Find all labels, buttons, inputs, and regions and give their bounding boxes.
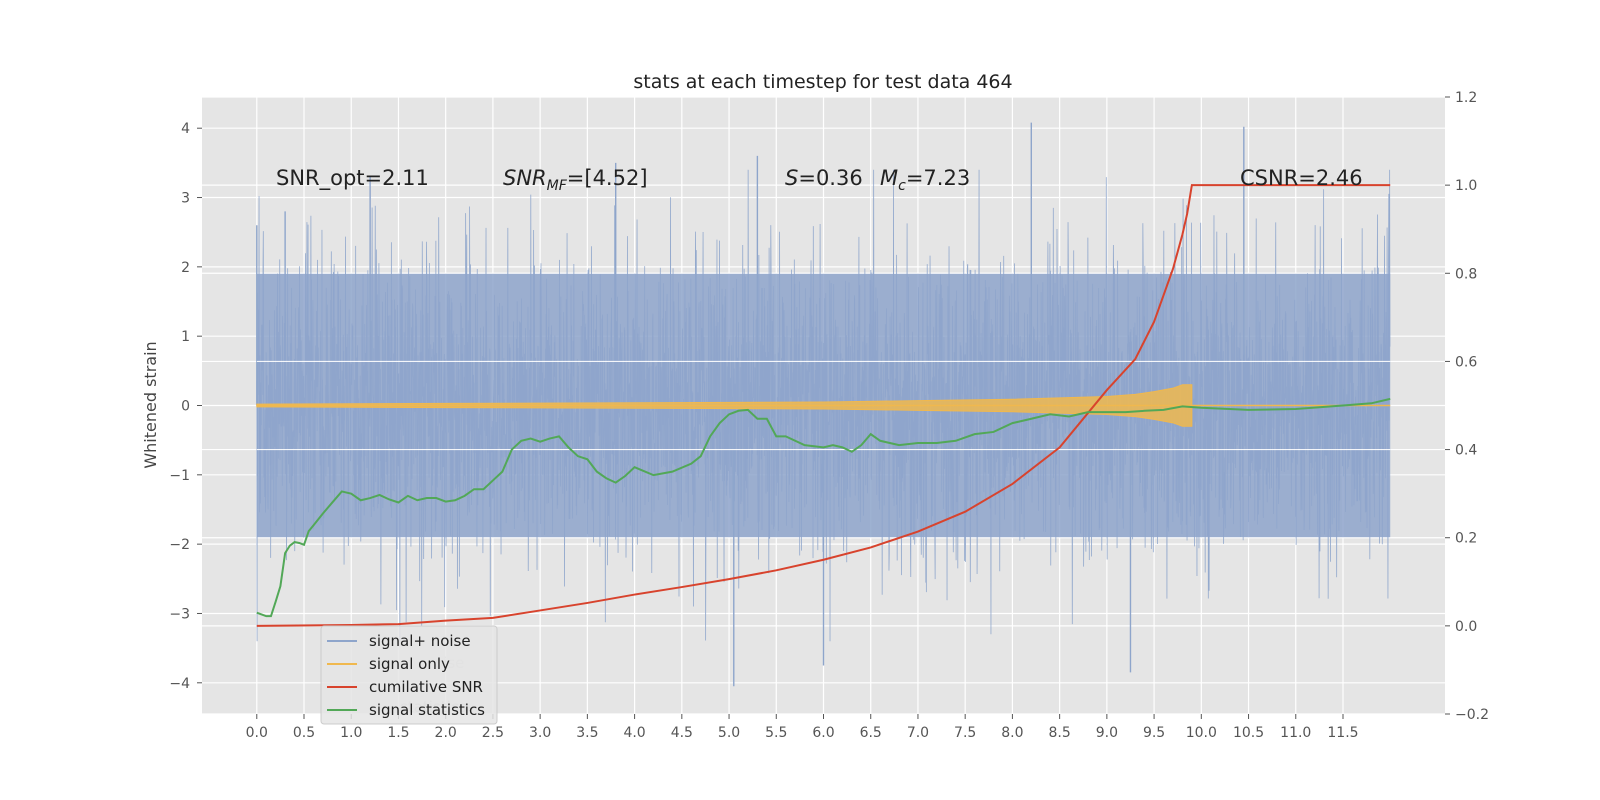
annotation-snr-mf-name: SNR: [503, 166, 547, 190]
x-tick-label: 3.0: [529, 725, 551, 741]
x-tick-label: 11.0: [1280, 725, 1311, 741]
annotation-spin-name: S: [785, 166, 798, 190]
x-tick-label: 10.5: [1233, 725, 1264, 741]
x-tick-label: 9.5: [1143, 725, 1165, 741]
y2-tick-label: −0.2: [1455, 707, 1489, 723]
y2-tick-label: 1.0: [1455, 178, 1477, 194]
annotation-snr-mf-value: =[4.52]: [567, 166, 648, 190]
legend-label-signal-statistics: signal statistics: [369, 701, 485, 719]
legend: signal+ noise signal only cumilative SNR…: [320, 625, 498, 725]
x-tick-label: 6.0: [812, 725, 834, 741]
x-tick-label: 4.5: [671, 725, 693, 741]
x-tick-label: 7.5: [954, 725, 976, 741]
legend-label-signal-only: signal only: [369, 655, 450, 673]
y-tick-label: −1: [169, 468, 190, 484]
annotation-chirp-mass-name: M: [880, 166, 898, 190]
annotation-snr-mf: SNRMF=[4.52]: [503, 166, 648, 194]
y-tick-label: 3: [181, 191, 190, 207]
y-axis-label: Whitened strain: [141, 341, 160, 468]
x-tick-label: 5.0: [718, 725, 740, 741]
y-tick-label: −3: [169, 606, 190, 622]
y-axis-left: 4 3 2 1 0 −1 −2 −3 −4: [169, 121, 202, 692]
x-tick-label: 9.0: [1096, 725, 1118, 741]
y2-tick-label: 1.2: [1455, 90, 1477, 106]
y-tick-label: 2: [181, 260, 190, 276]
x-tick-label: 3.5: [576, 725, 598, 741]
legend-label-signal-noise: signal+ noise: [369, 632, 471, 650]
x-tick-label: 2.5: [482, 725, 504, 741]
annotation-spin-value: =0.36: [798, 166, 862, 190]
annotation-snr-mf-sub: MF: [547, 178, 568, 194]
signal-statistics-line: [256, 397, 1391, 618]
legend-box: [320, 625, 498, 725]
x-tick-label: 1.0: [340, 725, 362, 741]
x-tick-label: 2.0: [435, 725, 457, 741]
annotation-snr-opt: SNR_opt=2.11: [276, 166, 429, 191]
y2-tick-label: 0.2: [1455, 531, 1477, 547]
x-tick-label: 6.5: [860, 725, 882, 741]
y2-tick-label: 0.4: [1455, 443, 1477, 459]
x-tick-label: 0.5: [293, 725, 315, 741]
y-tick-label: 4: [181, 121, 190, 137]
signal-only-series: [256, 384, 1391, 427]
cumulative-snr-series: [256, 184, 1391, 627]
x-tick-label: 10.0: [1186, 725, 1217, 741]
x-tick-label: 7.0: [907, 725, 929, 741]
x-tick-label: 5.5: [765, 725, 787, 741]
y2-tick-label: 0.8: [1455, 266, 1477, 282]
annotation-spin: S=0.36: [785, 166, 863, 190]
y-tick-label: 1: [181, 329, 190, 345]
x-tick-label: 8.0: [1001, 725, 1023, 741]
y-axis-right: 1.2 1.0 0.8 0.6 0.4 0.2 0.0 −0.2: [1445, 90, 1489, 723]
x-axis: 0.0 0.5 1.0 1.5 2.0 2.5 3.0 3.5 4.0 4.5 5.0 5.5 6.0 6…: [246, 714, 1359, 741]
x-tick-label: 4.0: [623, 725, 645, 741]
annotation-chirp-mass-value: =7.23: [906, 166, 970, 190]
x-tick-label: 8.5: [1048, 725, 1070, 741]
x-tick-label: 11.5: [1327, 725, 1358, 741]
y-tick-label: −2: [169, 537, 190, 553]
legend-label-cumulative-snr: cumilative SNR: [369, 678, 483, 696]
signal-statistics-series: [256, 397, 1391, 618]
y2-tick-label: 0.0: [1455, 619, 1477, 635]
y-tick-label: −4: [169, 676, 190, 692]
x-tick-label: 1.5: [387, 725, 409, 741]
annotation-chirp-mass-sub: c: [898, 178, 906, 194]
annotation-csnr: CSNR=2.46: [1240, 166, 1363, 190]
cumulative-snr-line: [256, 184, 1391, 627]
y-tick-label: 0: [181, 399, 190, 415]
annotations: SNR_opt=2.11 SNRMF=[4.52] S=0.36 Mc=7.23…: [276, 166, 1363, 194]
x-tick-label: 0.0: [246, 725, 268, 741]
y2-tick-label: 0.6: [1455, 354, 1477, 370]
chart-title: stats at each timestep for test data 464: [633, 71, 1012, 93]
annotation-chirp-mass: Mc=7.23: [880, 166, 970, 194]
